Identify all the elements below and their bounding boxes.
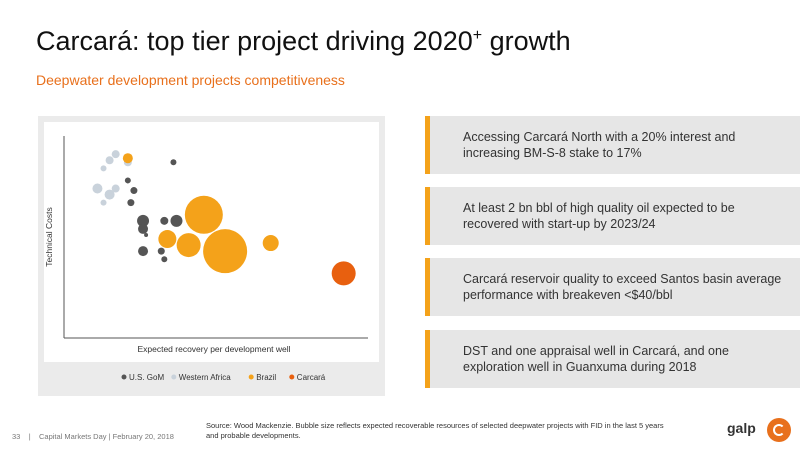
bubble-u-s-gom: [157, 247, 165, 255]
logo-mark-icon: [767, 418, 791, 442]
bubble-chart: Expected recovery per development well Te…: [44, 122, 379, 382]
bubble-western-africa: [105, 156, 114, 165]
bubble-western-africa: [111, 150, 120, 159]
logo-text: galp: [727, 420, 756, 436]
bubble-brazil: [203, 229, 248, 274]
legend-label-u-s-gom: U.S. GoM: [129, 373, 164, 382]
title-text: Carcará: top tier project driving 2020: [36, 26, 473, 56]
legend-marker-brazil: [248, 374, 254, 380]
bubble-u-s-gom: [161, 256, 168, 263]
y-axis-label: Technical Costs: [44, 207, 54, 267]
legend-label-carcar-: Carcará: [297, 373, 326, 382]
source-note: Source: Wood Mackenzie. Bubble size refl…: [206, 421, 664, 440]
info-card-text: DST and one appraisal well in Carcará, a…: [463, 344, 729, 374]
bubble-western-africa: [92, 183, 103, 194]
card-accent-bar: [425, 116, 430, 174]
bubble-brazil: [176, 233, 201, 258]
info-card-1: Accessing Carcará North with a 20% inter…: [425, 116, 800, 174]
legend-marker-western-africa: [171, 374, 177, 380]
bubble-western-africa: [111, 184, 120, 193]
bubble-western-africa: [100, 199, 107, 206]
bubble-brazil: [262, 235, 279, 252]
legend-marker-u-s-gom: [121, 374, 127, 380]
card-accent-bar: [425, 187, 430, 245]
bubble-u-s-gom: [137, 214, 150, 227]
bubble-u-s-gom: [144, 232, 149, 237]
bubble-u-s-gom: [127, 199, 135, 207]
legend-label-brazil: Brazil: [256, 373, 276, 382]
bubble-u-s-gom: [130, 187, 138, 195]
info-card-4: DST and one appraisal well in Carcará, a…: [425, 330, 800, 388]
title-tail: growth: [482, 26, 571, 56]
card-accent-bar: [425, 258, 430, 316]
footer-info: 33 | Capital Markets Day | February 20, …: [12, 432, 174, 441]
bubble-western-africa: [104, 189, 115, 200]
legend-label-western-africa: Western Africa: [179, 373, 231, 382]
card-accent-bar: [425, 330, 430, 388]
bubble-brazil: [184, 195, 223, 234]
info-card-2: At least 2 bn bbl of high quality oil ex…: [425, 187, 800, 245]
bubble-brazil: [122, 153, 133, 164]
page-title: Carcará: top tier project driving 2020+ …: [36, 26, 571, 57]
info-card-text: Accessing Carcará North with a 20% inter…: [463, 130, 736, 160]
bubble-chart-panel: Expected recovery per development well Te…: [38, 116, 385, 396]
bubble-u-s-gom: [160, 216, 169, 225]
galp-logo: galp: [727, 418, 793, 444]
bubble-western-africa: [100, 165, 107, 172]
bubble-carcar-: [331, 261, 356, 286]
bubble-brazil: [158, 230, 177, 249]
bubble-u-s-gom: [170, 159, 177, 166]
bubble-u-s-gom: [170, 214, 183, 227]
page-subtitle: Deepwater development projects competiti…: [36, 72, 345, 88]
page-number: 33: [12, 432, 21, 441]
info-card-text: Carcará reservoir quality to exceed Sant…: [463, 272, 782, 302]
title-superscript: +: [472, 27, 483, 44]
info-card-text: At least 2 bn bbl of high quality oil ex…: [463, 201, 735, 231]
bubble-u-s-gom: [138, 223, 149, 234]
x-axis-label: Expected recovery per development well: [137, 344, 290, 354]
footer-separator: |: [28, 432, 31, 441]
info-card-3: Carcará reservoir quality to exceed Sant…: [425, 258, 800, 316]
bubble-u-s-gom: [124, 177, 131, 184]
event-label: Capital Markets Day | February 20, 2018: [38, 432, 174, 441]
legend-marker-carcar-: [289, 374, 295, 380]
bubble-u-s-gom: [138, 246, 149, 257]
